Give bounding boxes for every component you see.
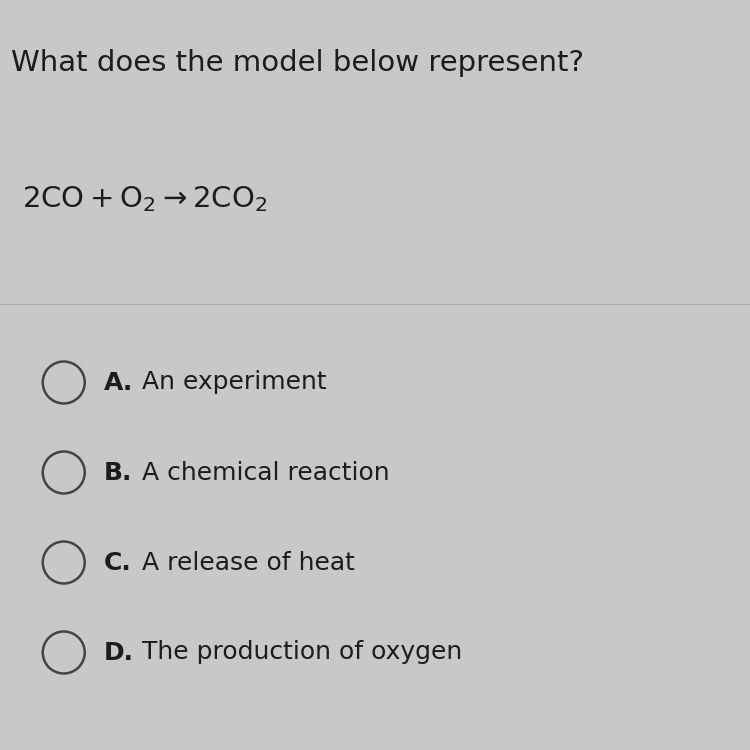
Text: An experiment: An experiment: [126, 370, 327, 394]
Text: A release of heat: A release of heat: [126, 550, 355, 574]
Text: What does the model below represent?: What does the model below represent?: [11, 49, 584, 76]
Text: $\mathregular{2CO + O_2 \rightarrow 2CO_2}$: $\mathregular{2CO + O_2 \rightarrow 2CO_…: [22, 184, 268, 214]
Text: B.: B.: [104, 460, 132, 484]
Text: The production of oxygen: The production of oxygen: [126, 640, 462, 664]
Text: A.: A.: [104, 370, 133, 394]
Text: A chemical reaction: A chemical reaction: [126, 460, 390, 484]
Text: D.: D.: [104, 640, 134, 664]
Text: C.: C.: [104, 550, 131, 574]
